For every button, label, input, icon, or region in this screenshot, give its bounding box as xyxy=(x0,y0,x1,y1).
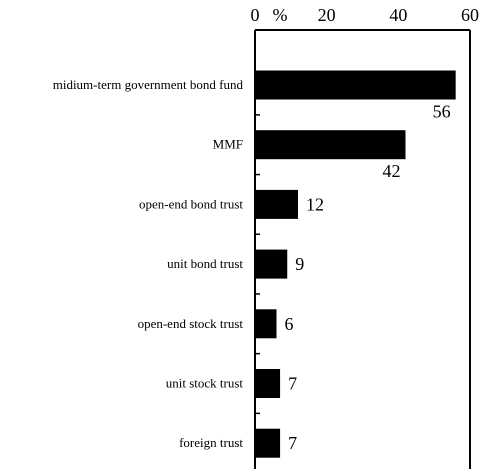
data-label: 9 xyxy=(295,254,304,274)
x-tick-label: 40 xyxy=(389,5,407,25)
bar xyxy=(255,309,277,339)
bar xyxy=(255,249,288,279)
bar xyxy=(255,130,406,160)
x-axis-unit-label: % xyxy=(273,5,288,25)
bar xyxy=(255,70,456,100)
category-label: open-end bond trust xyxy=(139,196,243,211)
bar xyxy=(255,189,298,219)
category-label: open-end stock trust xyxy=(138,316,244,331)
bar xyxy=(255,428,281,458)
category-label: MMF xyxy=(213,137,243,152)
data-label: 56 xyxy=(433,102,451,122)
data-label: 6 xyxy=(285,314,294,334)
x-tick-label: 60 xyxy=(461,5,479,25)
data-label: 12 xyxy=(306,194,324,214)
x-tick-label: 20 xyxy=(318,5,336,25)
data-label: 42 xyxy=(383,161,401,181)
x-tick-label: 0 xyxy=(251,5,260,25)
bar xyxy=(255,369,281,398)
category-label: foreign trust xyxy=(179,435,243,450)
data-label: 7 xyxy=(288,433,297,453)
category-label: unit bond trust xyxy=(167,256,243,271)
data-label: 7 xyxy=(288,374,297,394)
category-label: midium-term government bond fund xyxy=(53,77,244,92)
category-label: unit stock trust xyxy=(166,376,244,391)
